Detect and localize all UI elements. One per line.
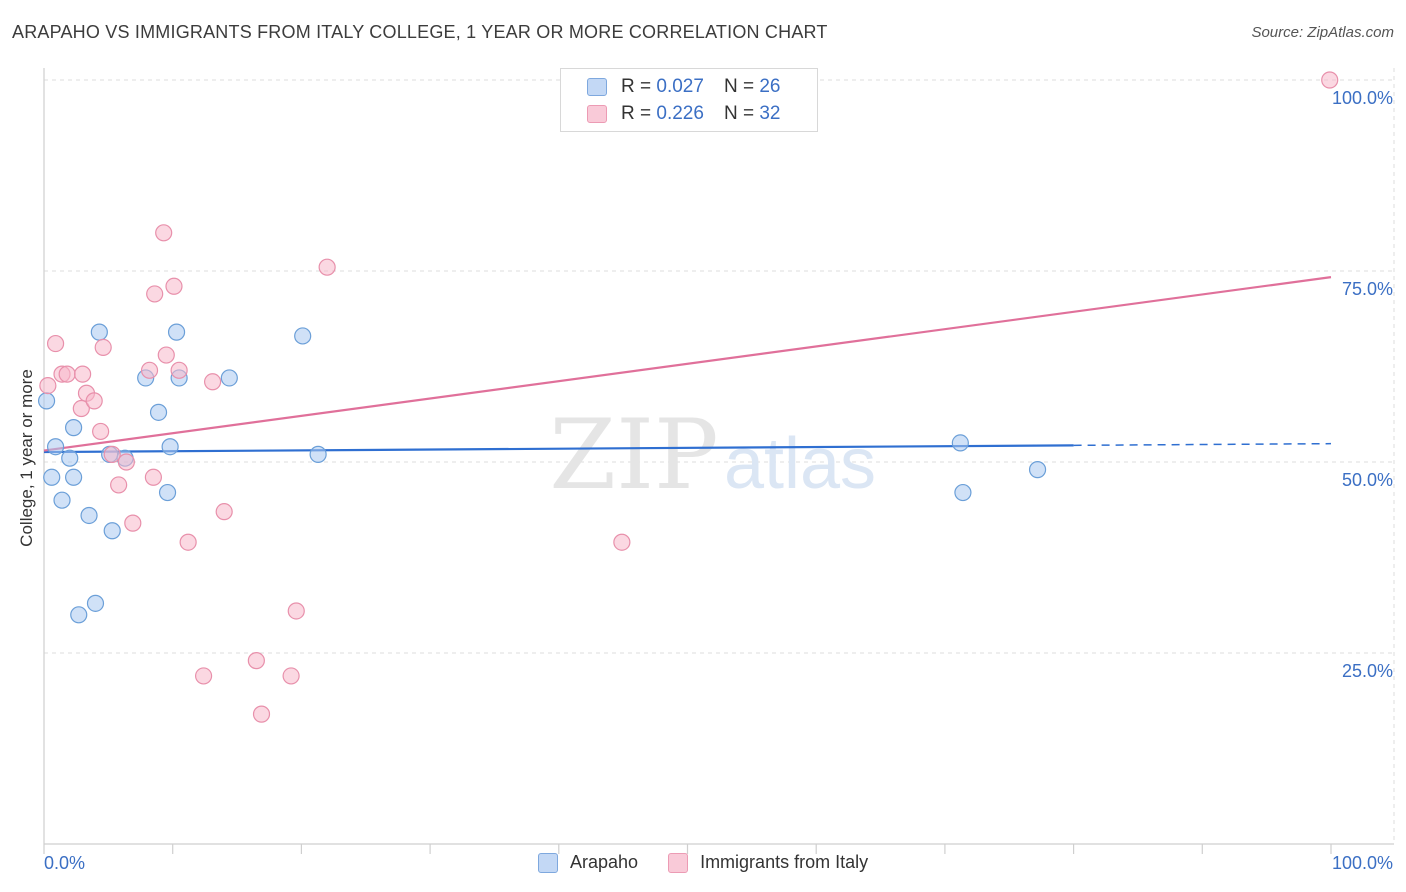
n-value: 26: [759, 76, 781, 97]
trend-line-arapaho: [43, 444, 1074, 454]
source-label: Source: ZipAtlas.com: [1251, 24, 1394, 41]
point-italy: [1321, 71, 1339, 89]
legend-series: Arapaho Immigrants from Italy: [538, 852, 898, 873]
r-label: R =: [621, 76, 652, 97]
point-arapaho: [954, 483, 972, 502]
point-arapaho: [37, 392, 56, 410]
data-points: [37, 71, 1339, 723]
point-italy: [155, 224, 173, 242]
legend-row-arapaho: R = 0.027 N = 26: [587, 75, 780, 99]
watermark-zip: ZIP: [549, 399, 718, 511]
legend-item-arapaho[interactable]: Arapaho: [538, 852, 638, 873]
point-arapaho: [161, 438, 179, 456]
point-arapaho: [158, 483, 177, 502]
legend-label: Arapaho: [570, 852, 639, 872]
point-italy: [318, 258, 336, 276]
point-arapaho: [80, 506, 98, 525]
trend-line-arapaho-extension: [1073, 442, 1332, 447]
point-italy: [110, 476, 128, 494]
r-label: R =: [621, 103, 652, 124]
point-italy: [92, 422, 110, 441]
point-italy: [103, 445, 121, 463]
point-italy: [124, 514, 142, 532]
point-arapaho: [103, 522, 121, 540]
point-italy: [613, 533, 631, 551]
point-arapaho: [220, 369, 238, 387]
grid-lines: [44, 68, 1395, 844]
point-arapaho: [65, 419, 83, 437]
legend-swatch-blue: [587, 78, 607, 96]
point-arapaho: [294, 327, 312, 345]
point-arapaho: [46, 438, 65, 456]
point-italy: [72, 399, 90, 418]
point-arapaho: [90, 323, 108, 341]
point-italy: [170, 361, 188, 379]
n-label: N =: [723, 76, 755, 97]
point-italy: [157, 346, 175, 364]
trend-line-italy: [43, 276, 1332, 452]
y-tick-label: 25.0%: [1342, 661, 1393, 681]
point-arapaho: [61, 449, 79, 467]
watermark: ZIP atlas: [549, 399, 876, 511]
tick-labels: 25.0% 50.0% 75.0% 100.0% 0.0% 100.0%: [44, 88, 1393, 873]
legend-stats: R = 0.027 N = 26 R = 0.226 N = 32: [560, 68, 818, 132]
point-arapaho: [65, 468, 83, 486]
point-italy: [287, 602, 305, 620]
axes: [43, 68, 1394, 854]
legend-swatch-blue: [538, 852, 558, 873]
point-arapaho: [86, 594, 105, 612]
point-arapaho: [149, 403, 168, 421]
point-italy: [146, 285, 164, 303]
point-italy: [282, 667, 300, 685]
point-italy: [39, 377, 57, 395]
point-italy: [194, 667, 213, 685]
legend-label: Immigrants from Italy: [700, 852, 869, 872]
n-label: N =: [723, 103, 755, 124]
point-italy: [247, 652, 265, 670]
point-arapaho: [43, 468, 61, 486]
point-italy: [46, 334, 65, 353]
point-italy: [179, 533, 197, 551]
point-arapaho: [951, 434, 969, 452]
point-italy: [203, 373, 222, 391]
y-tick-label: 100.0%: [1332, 88, 1393, 108]
r-value: 0.226: [656, 103, 704, 124]
legend-item-italy[interactable]: Immigrants from Italy: [668, 852, 868, 873]
point-italy: [144, 468, 162, 486]
point-italy: [94, 338, 112, 356]
x-tick-label: 0.0%: [44, 853, 85, 873]
legend-row-italy: R = 0.226 N = 32: [587, 102, 780, 126]
trend-lines: [43, 276, 1332, 454]
legend-swatch-pink: [587, 105, 607, 123]
point-italy: [58, 365, 76, 383]
point-italy: [252, 705, 271, 723]
y-axis-label: College, 1 year or more: [17, 369, 36, 547]
x-tick-label: 100.0%: [1332, 853, 1393, 873]
y-tick-label: 75.0%: [1342, 279, 1393, 299]
point-italy: [117, 453, 135, 471]
legend-swatch-pink: [668, 852, 689, 873]
watermark-atlas: atlas: [724, 424, 876, 504]
point-italy: [215, 503, 233, 521]
y-tick-label: 50.0%: [1342, 470, 1393, 490]
point-arapaho: [70, 606, 88, 624]
point-italy: [140, 361, 159, 379]
point-arapaho: [1028, 461, 1047, 479]
point-arapaho: [309, 445, 327, 463]
chart-title: ARAPAHO VS IMMIGRANTS FROM ITALY COLLEGE…: [12, 22, 828, 42]
point-italy: [85, 392, 103, 410]
n-value: 32: [759, 103, 781, 124]
point-arapaho: [167, 323, 186, 341]
r-value: 0.027: [656, 76, 704, 97]
point-arapaho: [53, 491, 71, 509]
point-italy: [74, 365, 92, 383]
point-italy: [165, 277, 183, 295]
